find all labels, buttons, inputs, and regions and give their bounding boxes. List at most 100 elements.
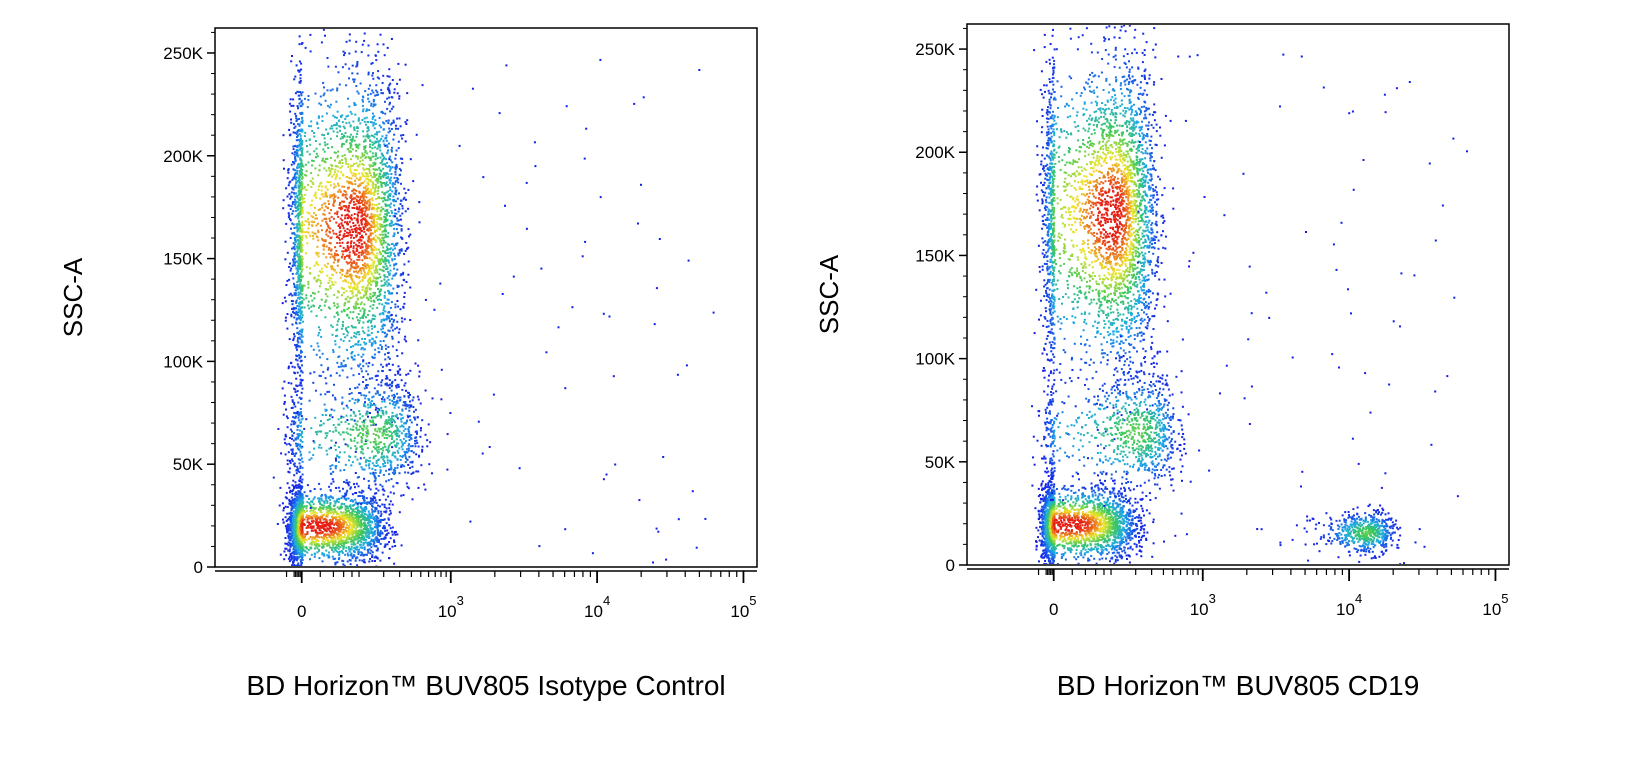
event-dot — [294, 75, 297, 78]
event-dot — [385, 224, 388, 227]
event-dot — [288, 556, 291, 559]
event-dot — [363, 524, 365, 527]
event-dot — [286, 518, 289, 521]
event-dot — [377, 70, 380, 73]
event-dot — [380, 257, 383, 260]
event-dot — [311, 501, 314, 503]
event-dot — [287, 534, 290, 537]
event-dot — [362, 167, 365, 170]
event-dot — [352, 222, 355, 224]
event-dot — [374, 271, 377, 274]
event-dot — [351, 511, 354, 514]
event-dot — [362, 314, 365, 317]
event-dot — [389, 101, 391, 104]
event-dot — [353, 189, 356, 191]
event-dot — [378, 294, 381, 297]
event-dot — [306, 521, 309, 524]
event-dot — [366, 501, 369, 504]
event-dot — [342, 246, 345, 249]
event-dot — [306, 551, 309, 554]
event-dot — [353, 80, 356, 83]
event-dot — [362, 490, 365, 493]
event-dot — [295, 535, 298, 538]
event-dot — [370, 264, 372, 267]
event-dot — [389, 512, 392, 515]
event-dot — [337, 542, 340, 545]
event-dot — [296, 542, 299, 545]
event-dot — [290, 509, 293, 512]
event-dot — [327, 505, 330, 507]
event-dot — [294, 233, 297, 236]
event-dot — [332, 558, 335, 560]
event-dot — [294, 522, 297, 525]
event-dot — [296, 146, 299, 149]
event-dot — [306, 518, 309, 521]
event-dot — [377, 525, 380, 528]
event-dot — [363, 264, 366, 267]
event-dot — [329, 172, 332, 175]
event-dot — [348, 229, 351, 232]
event-dot — [329, 518, 332, 521]
event-dot — [339, 530, 342, 533]
event-dot — [321, 560, 324, 563]
event-dot — [392, 119, 395, 122]
event-dot — [291, 506, 294, 509]
event-dot — [336, 165, 339, 168]
event-dot — [362, 554, 365, 556]
event-dot — [344, 507, 347, 510]
event-dot — [336, 522, 339, 525]
event-dot — [375, 267, 378, 270]
event-dot — [315, 314, 318, 317]
event-dot — [386, 161, 389, 164]
event-dot — [300, 239, 303, 242]
event-dot — [370, 272, 373, 275]
event-dot — [354, 548, 357, 551]
event-dot — [303, 524, 306, 526]
event-dot — [369, 84, 371, 87]
event-dot — [358, 258, 361, 261]
event-dot — [357, 119, 360, 122]
event-dot — [301, 300, 304, 303]
event-dot — [334, 246, 337, 249]
event-dot — [358, 529, 360, 532]
event-dot — [362, 140, 365, 143]
event-dot — [331, 280, 334, 283]
event-dot — [354, 520, 357, 523]
event-dot — [299, 480, 302, 483]
event-dot — [294, 112, 297, 115]
event-dot — [303, 186, 306, 188]
event-dot — [318, 536, 321, 539]
event-dot — [299, 508, 301, 511]
event-dot — [359, 523, 362, 526]
event-dot — [325, 508, 328, 511]
event-dot — [332, 497, 335, 500]
event-dot — [345, 539, 348, 542]
event-dot — [341, 536, 344, 539]
event-dot — [286, 313, 289, 315]
event-dot — [368, 521, 371, 524]
event-dot — [379, 505, 381, 508]
event-dot — [363, 120, 366, 123]
event-dot — [306, 495, 309, 498]
event-dot — [295, 145, 298, 148]
event-dot — [405, 198, 407, 201]
event-dot — [364, 531, 367, 534]
event-dot — [288, 204, 291, 207]
event-dot — [298, 296, 301, 299]
event-dot — [299, 130, 302, 132]
event-dot — [327, 366, 330, 369]
event-dot — [373, 254, 376, 257]
event-dot — [363, 206, 366, 209]
event-dot — [375, 248, 378, 251]
event-dot — [325, 519, 328, 522]
event-dot — [331, 229, 334, 232]
event-dot — [300, 551, 303, 554]
event-dot — [360, 514, 363, 517]
event-dot — [355, 229, 358, 232]
event-dot — [290, 556, 293, 559]
event-dot — [295, 117, 298, 120]
event-dot — [383, 324, 386, 327]
event-dot — [336, 521, 338, 524]
event-dot — [361, 119, 364, 121]
event-dot — [310, 120, 313, 123]
